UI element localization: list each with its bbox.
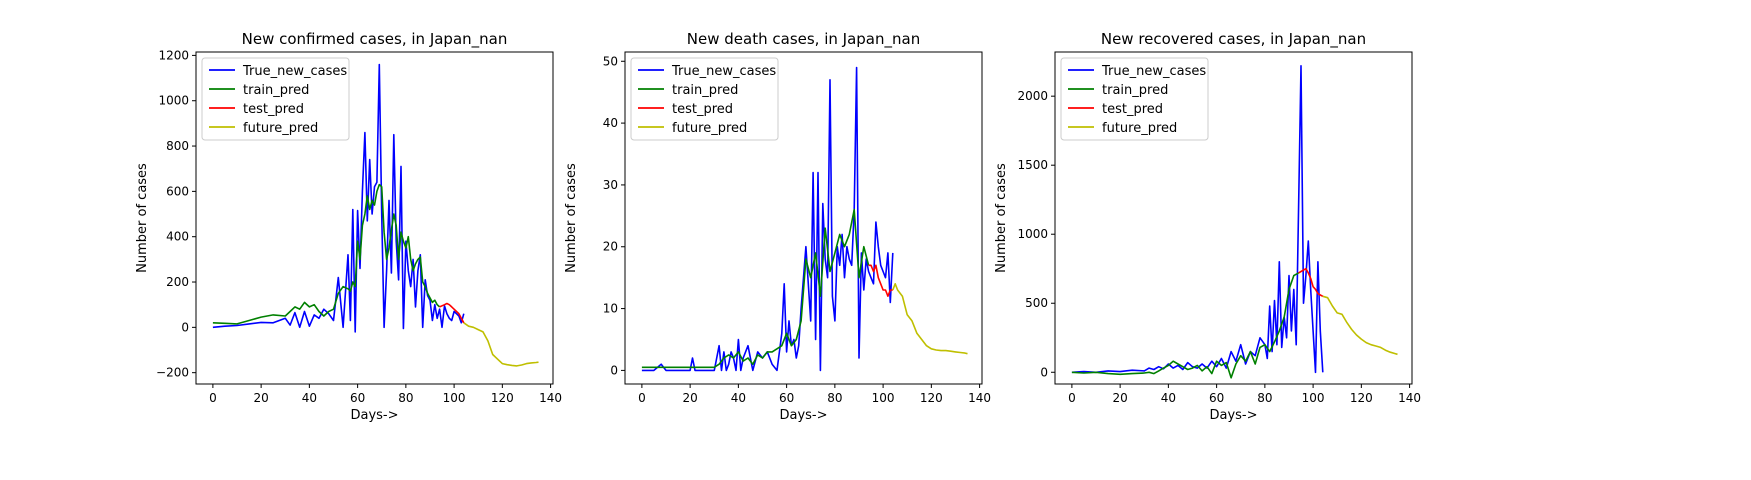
plot-frame bbox=[195, 51, 554, 385]
x-axis-label: Days-> bbox=[1209, 408, 1257, 423]
y-tick-label: 200 bbox=[166, 275, 189, 289]
y-tick-label: 50 bbox=[603, 54, 618, 68]
x-tick-label: 140 bbox=[968, 391, 991, 405]
y-axis-label: Number of cases bbox=[564, 163, 579, 273]
y-tick-label: 40 bbox=[603, 116, 618, 130]
x-tick-label: 80 bbox=[398, 391, 413, 405]
x-tick-label: 60 bbox=[350, 391, 365, 405]
legend-label: future_pred bbox=[1102, 121, 1177, 136]
x-tick-label: 20 bbox=[1112, 391, 1127, 405]
y-tick-label: 600 bbox=[166, 184, 189, 198]
x-tick-label: 40 bbox=[731, 391, 746, 405]
chart-new-death: 0 20 40 60 80 100 120 140 0 10 20 30 40 50 New death c… bbox=[564, 30, 991, 423]
chart-new-recovered: 0 20 40 60 80 100 120 140 0 500 1000 1500 2000 New re… bbox=[994, 30, 1421, 423]
legend: True_new_cases train_pred test_pred future_… bbox=[630, 57, 779, 141]
series-line-0 bbox=[212, 63, 465, 333]
x-tick-label: 0 bbox=[638, 391, 646, 405]
legend-label: test_pred bbox=[672, 102, 733, 117]
legend-label: train_pred bbox=[243, 83, 309, 98]
x-tick-label: 20 bbox=[682, 391, 697, 405]
series-line-2 bbox=[868, 264, 893, 298]
x-tick-label: 0 bbox=[209, 391, 217, 405]
legend-label: True_new_cases bbox=[242, 64, 347, 79]
legend-label: test_pred bbox=[1102, 102, 1163, 117]
x-tick-label: 20 bbox=[253, 391, 268, 405]
x-tick-label: 100 bbox=[872, 391, 895, 405]
y-axis-label: Number of cases bbox=[994, 163, 1009, 273]
legend: True_new_cases train_pred test_pred future_… bbox=[1060, 57, 1209, 141]
x-tick-label: 120 bbox=[491, 391, 514, 405]
y-tick-label: 1000 bbox=[1017, 227, 1048, 241]
x-tick-label: 140 bbox=[539, 391, 562, 405]
y-tick-label: 10 bbox=[603, 302, 618, 316]
series-line-3 bbox=[463, 322, 539, 367]
x-tick-label: 120 bbox=[1350, 391, 1373, 405]
x-axis-label: Days-> bbox=[779, 408, 827, 423]
y-tick-label: −200 bbox=[156, 366, 189, 380]
chart-title: New confirmed cases, in Japan_nan bbox=[242, 30, 508, 49]
series-line-2 bbox=[1298, 267, 1324, 298]
x-tick-label: 0 bbox=[1068, 391, 1076, 405]
y-tick-label: 20 bbox=[603, 240, 618, 254]
y-tick-label: 1500 bbox=[1017, 158, 1048, 172]
x-tick-label: 40 bbox=[302, 391, 317, 405]
y-tick-label: 1000 bbox=[158, 94, 189, 108]
legend-label: test_pred bbox=[243, 102, 304, 117]
series-line-1 bbox=[1071, 272, 1299, 379]
series-line-2 bbox=[439, 302, 465, 324]
y-tick-label: 500 bbox=[1025, 296, 1048, 310]
legend-label: train_pred bbox=[672, 83, 738, 98]
chart-new-confirmed: 0 20 40 60 80 100 120 140 −200 0 200 400 600 800 1000 1… bbox=[135, 30, 562, 423]
x-tick-label: 120 bbox=[920, 391, 943, 405]
legend-label: True_new_cases bbox=[1101, 64, 1206, 79]
series-line-1 bbox=[212, 183, 441, 325]
series-line-1 bbox=[641, 208, 870, 369]
legend-box bbox=[1060, 57, 1209, 141]
legend-label: True_new_cases bbox=[671, 64, 776, 79]
y-tick-label: 1200 bbox=[158, 48, 189, 62]
x-tick-label: 60 bbox=[1209, 391, 1224, 405]
y-tick-label: 2000 bbox=[1017, 89, 1048, 103]
series-line-0 bbox=[641, 66, 894, 372]
y-tick-label: 400 bbox=[166, 230, 189, 244]
x-axis-label: Days-> bbox=[350, 408, 398, 423]
y-tick-label: 30 bbox=[603, 178, 618, 192]
x-tick-label: 60 bbox=[779, 391, 794, 405]
x-tick-label: 80 bbox=[827, 391, 842, 405]
legend-label: future_pred bbox=[243, 121, 318, 136]
chart-title: New recovered cases, in Japan_nan bbox=[1101, 30, 1366, 49]
series-line-3 bbox=[1322, 295, 1398, 356]
x-tick-label: 80 bbox=[1257, 391, 1272, 405]
x-tick-label: 40 bbox=[1161, 391, 1176, 405]
legend-box bbox=[201, 57, 350, 141]
y-axis-label: Number of cases bbox=[135, 163, 150, 273]
x-tick-label: 140 bbox=[1398, 391, 1421, 405]
y-tick-label: 0 bbox=[1040, 365, 1048, 379]
legend-label: future_pred bbox=[672, 121, 747, 136]
chart-title: New death cases, in Japan_nan bbox=[687, 30, 920, 49]
x-tick-label: 100 bbox=[1302, 391, 1325, 405]
y-tick-label: 800 bbox=[166, 139, 189, 153]
plot-frame bbox=[1054, 51, 1413, 385]
legend-box bbox=[630, 57, 779, 141]
series-line-3 bbox=[892, 282, 968, 355]
y-tick-label: 0 bbox=[181, 320, 189, 334]
plot-frame bbox=[624, 51, 983, 385]
y-tick-label: 0 bbox=[610, 363, 618, 377]
legend: True_new_cases train_pred test_pred future_… bbox=[201, 57, 350, 141]
x-tick-label: 100 bbox=[443, 391, 466, 405]
legend-label: train_pred bbox=[1102, 83, 1168, 98]
